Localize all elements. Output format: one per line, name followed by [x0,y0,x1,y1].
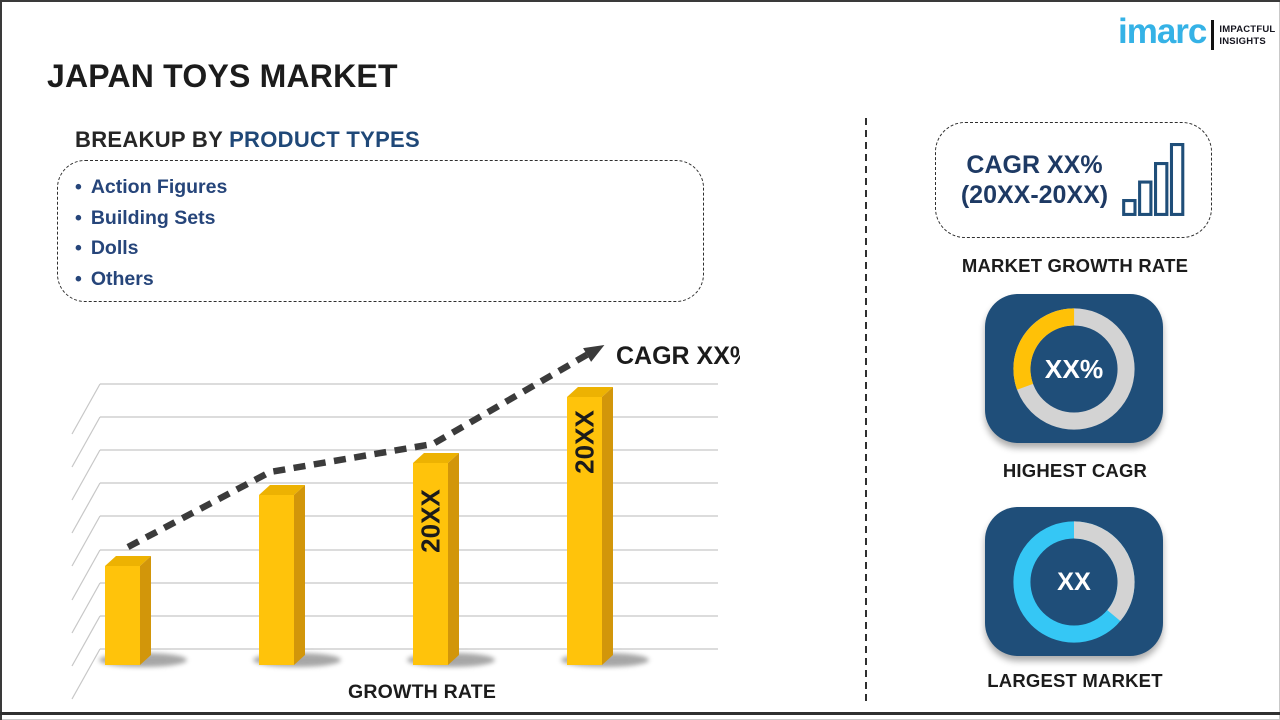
breakup-heading: BREAKUP BY PRODUCT TYPES [75,127,420,153]
list-item: Action Figures [75,172,228,203]
highest-cagr-donut: XX% [1013,307,1135,430]
imarc-wordmark: imarc [1118,12,1207,51]
product-label: Others [90,267,154,290]
product-label: Action Figures [90,176,228,198]
bottom-rule [0,712,1280,715]
bar-3-year-label: 20XX [416,489,446,553]
largest-market-label: LARGEST MARKET [987,670,1163,691]
product-type-list: Action Figures Building Sets Dolls Other… [75,172,228,295]
growth-rate-bar-chart: 20XX 20XX CAGR XX% GROWTH RATE [71,342,740,703]
x-axis-label: GROWTH RATE [348,681,496,703]
bar-2 [259,485,305,665]
donut-ring-highlight [1013,307,1135,430]
bar-3: 20XX [413,453,459,665]
largest-market-card: XX [985,507,1163,656]
product-types-box [57,160,704,302]
list-item: Dolls [75,233,227,264]
largest-market-donut: XX [1013,520,1135,643]
logo-divider-bar [1211,20,1215,50]
cagr-line1: CAGR XX% [966,151,1103,179]
cagr-summary-box: CAGR XX% (20XX-20XX) [935,122,1212,238]
bar-shadows [99,653,649,667]
product-label: Dolls [90,237,139,259]
logo-tagline: IMPACTFUL INSIGHTS [1219,24,1275,47]
list-item: Building Sets [75,203,227,234]
highest-cagr-card: XX% [985,294,1163,443]
logo-tagline-line1: IMPACTFUL [1219,24,1276,36]
donut-ring-remainder [1013,520,1135,643]
imarc-logo: imarc IMPACTFUL INSIGHTS [1118,12,1275,52]
highest-cagr-value: XX% [1045,354,1103,384]
trend-line [126,350,592,550]
bar-4-year-label: 20XX [570,410,600,474]
trend-cagr-label: CAGR XX% [616,342,740,370]
highest-cagr-label: HIGHEST CAGR [1002,460,1148,481]
bar-1 [105,556,151,665]
market-growth-rate-label: MARKET GROWTH RATE [961,255,1189,276]
bar-4: 20XX [567,387,613,665]
chart-gridlines [71,383,718,700]
breakup-heading-highlight: PRODUCT TYPES [229,127,420,152]
largest-market-value: XX [1057,568,1091,596]
trend-arrow-head [583,345,605,362]
product-label: Building Sets [90,206,216,229]
breakup-heading-prefix: BREAKUP BY [75,127,230,152]
vertical-divider [865,118,867,702]
cagr-line2: (20XX-20XX) [960,181,1109,209]
page-title: JAPAN TOYS MARKET [47,58,398,94]
cagr-summary-text: CAGR XX% (20XX-20XX) [961,150,1108,210]
logo-tagline-line2: INSIGHTS [1219,35,1266,47]
list-item: Others [75,264,227,295]
growth-bars-icon [1122,143,1185,216]
